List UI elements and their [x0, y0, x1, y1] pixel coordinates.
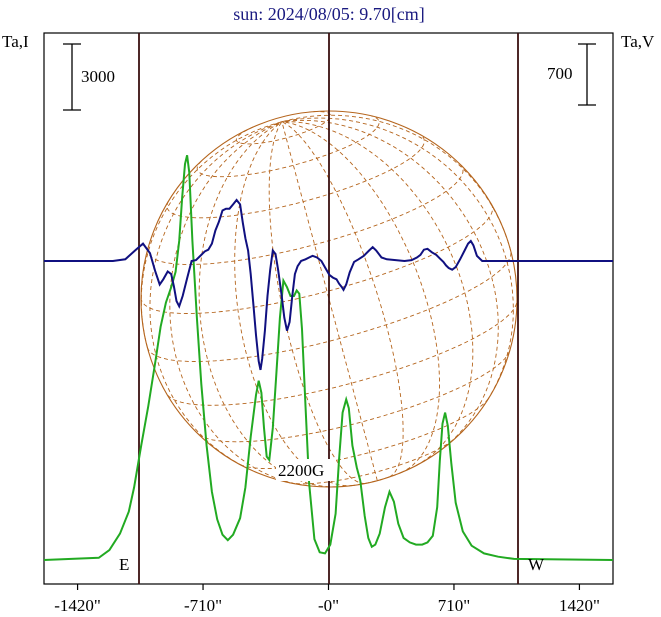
solar-grid-line [281, 117, 514, 407]
scale-bar-polarization: 700 [547, 43, 596, 106]
x-tick-label: -710" [184, 596, 222, 615]
x-tick-label: 710" [438, 596, 470, 615]
solar-grid-line [351, 471, 403, 487]
scale-bar-intensity-label: 3000 [81, 67, 115, 86]
solar-grid-line [167, 302, 518, 406]
solar-grid-line [169, 121, 303, 486]
polarization-curve [44, 198, 613, 371]
solar-grid-line [281, 121, 440, 474]
right-axis-label: Ta,V [621, 32, 655, 51]
chart-title: sun: 2024/08/05: 9.70[cm] [233, 4, 425, 24]
x-tick-label: 1420" [559, 596, 600, 615]
x-axis-ticks: -1420" -710" -0" 710" 1420" [54, 584, 600, 615]
left-axis-label: Ta,I [2, 32, 29, 51]
x-tick-label: -1420" [54, 596, 101, 615]
solar-grid-line [281, 121, 404, 478]
solar-disk-grid [140, 110, 518, 488]
intensity-curve [43, 154, 614, 561]
limb-marker-east: E [119, 555, 129, 574]
solar-grid-line [281, 121, 378, 481]
solar-grid-line [146, 250, 512, 362]
solar-grid-line [196, 115, 380, 178]
scale-bar-polarization-label: 700 [547, 64, 573, 83]
solar-grid-line [149, 121, 282, 470]
solar-grid-line [240, 398, 489, 470]
solar-grid-line [281, 119, 499, 448]
scale-bar-intensity: 3000 [63, 43, 115, 111]
solar-grid-line [147, 164, 464, 265]
solar-grid-line [288, 438, 456, 485]
solar-grid-line [166, 134, 425, 219]
field-strength-annotation: 2200G [278, 461, 324, 480]
solar-grid-line [140, 204, 494, 314]
annotation-bg [276, 459, 336, 481]
limb-marker-west: W [528, 555, 545, 574]
x-tick-label: -0" [318, 596, 339, 615]
